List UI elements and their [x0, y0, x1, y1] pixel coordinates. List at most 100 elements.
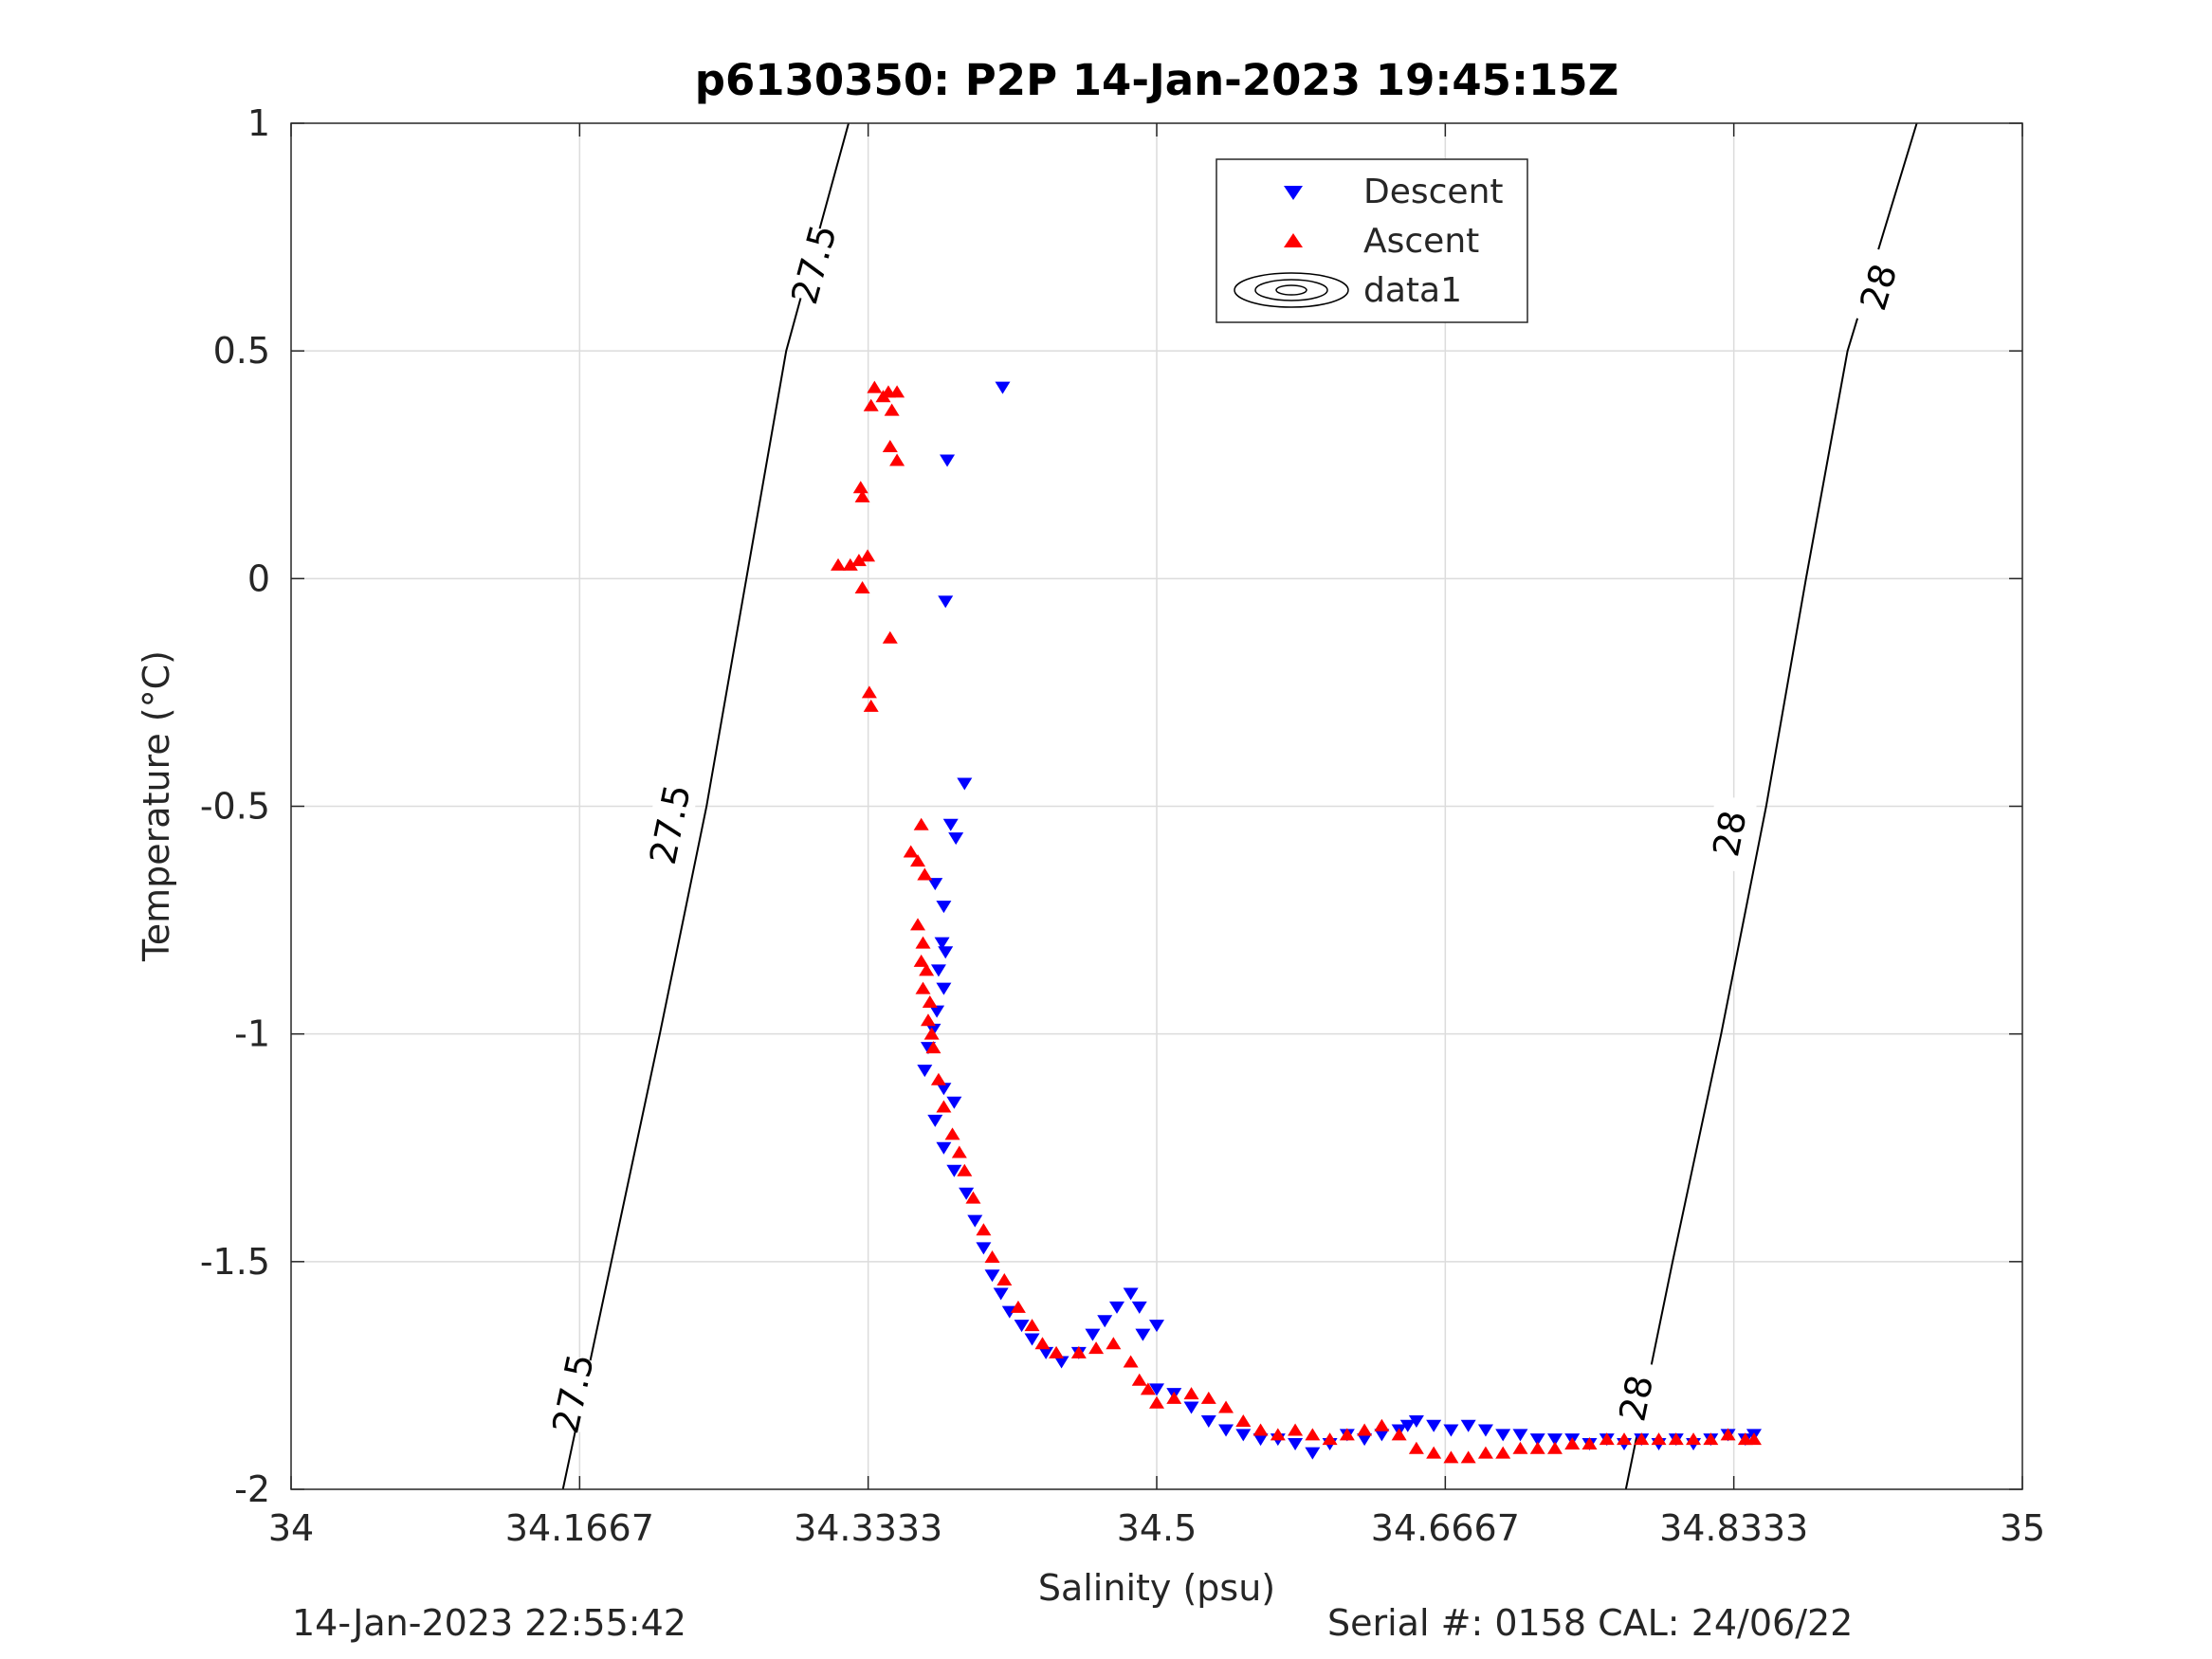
ascent-point: [861, 685, 877, 699]
x-tick-label: 34.5: [1117, 1507, 1197, 1549]
ascent-point: [915, 936, 931, 949]
descent-point: [984, 1269, 1000, 1283]
footer-timestamp: 14-Jan-2023 22:55:42: [292, 1602, 686, 1644]
ascent-point: [831, 557, 847, 571]
ascent-point: [1123, 1355, 1139, 1368]
descent-point: [1135, 1328, 1151, 1341]
descent-point: [1131, 1301, 1147, 1314]
descent-point: [1495, 1429, 1511, 1442]
contour-label-bg: [642, 785, 699, 865]
descent-point: [1374, 1429, 1390, 1442]
ascent-point: [1720, 1428, 1736, 1441]
ascent-point: [1668, 1432, 1684, 1446]
descent-point: [1218, 1424, 1234, 1437]
contour-label-bg: [1702, 793, 1758, 873]
ascent-point: [1495, 1446, 1511, 1459]
ascent-point: [1070, 1345, 1087, 1358]
ascent-point: [1460, 1450, 1476, 1464]
ascent-point: [889, 385, 905, 398]
ascent-point: [850, 554, 867, 567]
descent-point: [1183, 1401, 1199, 1414]
descent-point: [1123, 1287, 1139, 1301]
descent-point: [993, 1287, 1009, 1301]
descent-point: [938, 946, 954, 959]
ascent-point: [1270, 1428, 1286, 1441]
ascent-point: [996, 1273, 1013, 1286]
legend-ascent-label: Ascent: [1363, 222, 1479, 261]
ascent-point: [860, 549, 876, 562]
ascent-point: [920, 1013, 936, 1027]
ascent-point: [882, 440, 898, 453]
descent-point: [1443, 1424, 1459, 1437]
contour-label-bg: [784, 224, 844, 305]
data-points: [831, 380, 1762, 1464]
grid: [291, 123, 2022, 1489]
ascent-point: [1529, 1441, 1545, 1454]
y-tick-label: 0: [247, 557, 270, 599]
ascent-point: [1581, 1436, 1598, 1449]
ascent-point: [1617, 1432, 1633, 1446]
descent-point: [942, 818, 959, 831]
descent-point: [1357, 1433, 1373, 1447]
ascent-point: [1049, 1345, 1065, 1358]
ascent-point: [1088, 1341, 1105, 1355]
ascent-point: [944, 1127, 960, 1140]
ascent-point: [1512, 1441, 1528, 1454]
contour-label-bg: [1608, 1358, 1664, 1438]
ascent-point: [951, 1145, 967, 1158]
descent-point: [1085, 1328, 1101, 1341]
descent-point: [1512, 1429, 1528, 1442]
descent-point: [938, 595, 954, 609]
contour-label-group: 27.5: [783, 220, 845, 308]
ascent-point: [984, 1250, 1000, 1264]
ascent-point: [1235, 1413, 1252, 1427]
ascent-point: [1339, 1428, 1355, 1441]
ascent-point: [1034, 1337, 1051, 1350]
ascent-point: [884, 403, 900, 416]
descent-point: [917, 1065, 933, 1078]
x-tick-label: 34.6667: [1371, 1507, 1520, 1549]
y-tick-label: 1: [247, 102, 270, 144]
ascent-point: [913, 817, 929, 830]
ascent-point: [889, 453, 905, 466]
descent-point: [936, 982, 952, 995]
chart-title: p6130350: P2P 14-Jan-2023 19:45:15Z: [695, 55, 1619, 105]
ascent-point: [867, 380, 883, 393]
ascent-point: [1634, 1432, 1650, 1446]
descent-point: [948, 832, 964, 846]
ascent-point: [1149, 1395, 1164, 1409]
descent-point: [1097, 1315, 1113, 1328]
ascent-point: [1252, 1423, 1269, 1436]
y-axis-label: Temperature (°C): [136, 650, 177, 962]
ascent-point: [910, 854, 926, 867]
descent-point: [1399, 1419, 1416, 1432]
contour-label-group: 28: [1608, 1358, 1664, 1438]
ascent-point: [1408, 1441, 1424, 1454]
legend-descent-label: Descent: [1363, 173, 1504, 211]
ascent-point: [1599, 1432, 1615, 1446]
x-tick-label: 34: [268, 1507, 314, 1549]
descent-point: [927, 878, 943, 891]
descent-point: [1288, 1437, 1304, 1450]
ascent-point: [1391, 1428, 1407, 1441]
ascent-point: [1200, 1391, 1216, 1404]
descent-point: [967, 1214, 983, 1228]
descent-point: [929, 1005, 945, 1018]
descent-point: [946, 1096, 962, 1109]
descent-point: [1024, 1333, 1040, 1346]
descent-point: [1235, 1429, 1252, 1442]
contour-label-bg: [545, 1354, 602, 1433]
descent-point: [925, 1023, 941, 1036]
ascent-point: [1651, 1432, 1667, 1446]
ascent-point: [915, 981, 931, 994]
descent-point: [995, 381, 1011, 394]
ascent-point: [976, 1223, 992, 1236]
legend-descent-marker: [1284, 186, 1303, 200]
descent-point: [1252, 1433, 1269, 1447]
contour-label-group: 28: [1702, 793, 1758, 873]
ascent-point: [930, 1072, 946, 1085]
contour-label: 28: [1705, 807, 1755, 860]
descent-point: [1546, 1433, 1563, 1447]
x-tick-label: 34.3333: [794, 1507, 942, 1549]
